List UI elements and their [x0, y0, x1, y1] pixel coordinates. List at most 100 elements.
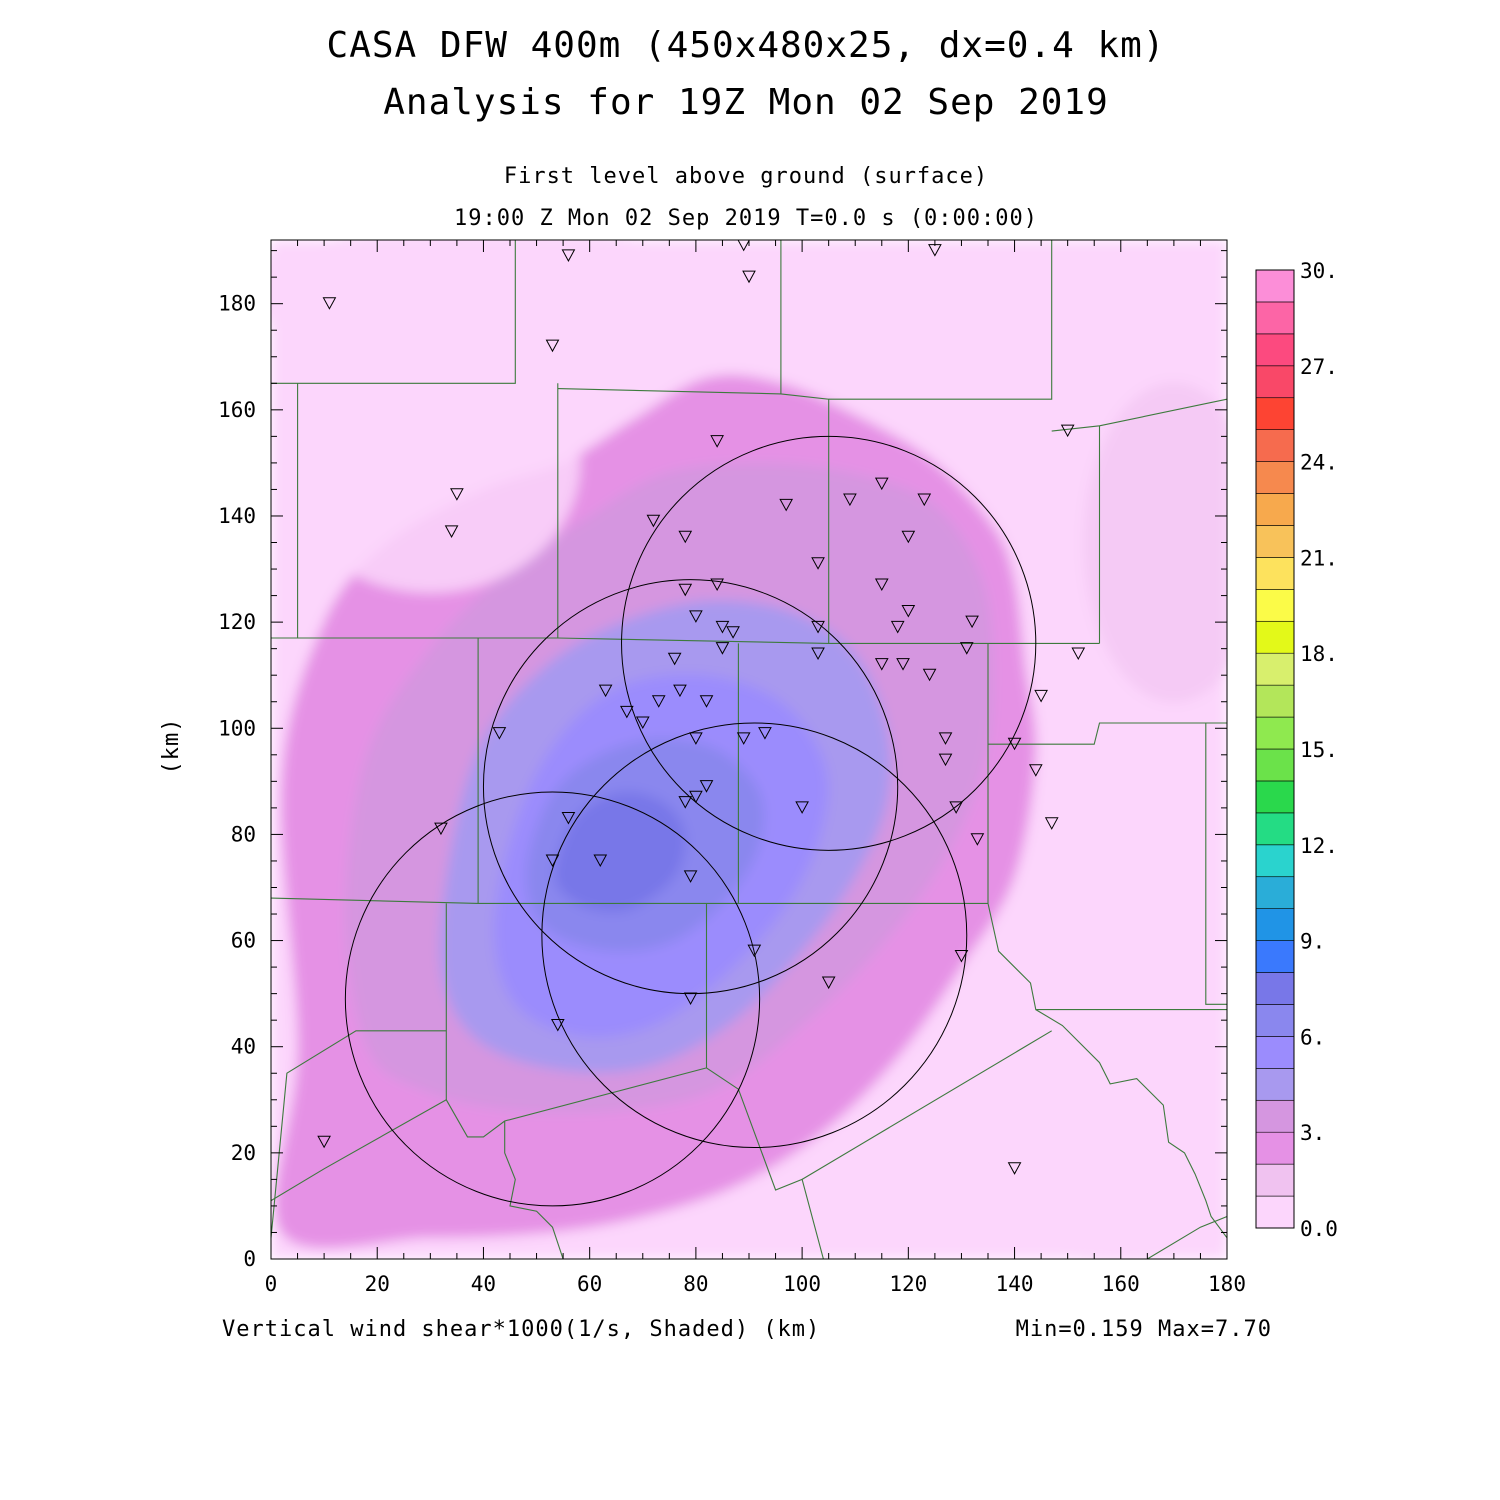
station-marker [736, 732, 751, 745]
colorbar-tick-label: 12. [1300, 834, 1338, 858]
county-line [1147, 1215, 1227, 1259]
colorbar-segment [1255, 1131, 1295, 1165]
station-marker [550, 1018, 565, 1032]
colorbar-segment [1255, 429, 1295, 462]
station-marker [874, 578, 889, 592]
station-marker [545, 339, 560, 353]
y-tick-labels: 0 20 40 60 80 100 120 140 160 180 [218, 292, 256, 1271]
station-marker [683, 870, 698, 883]
station-marker [450, 488, 464, 501]
colorbar-segment [1255, 301, 1295, 335]
station-marker [689, 610, 703, 623]
colorbar-segment [1255, 1163, 1295, 1197]
y-axis-label: (km) [159, 718, 184, 775]
station-marker [683, 992, 698, 1005]
x-tick-label: 180 [1208, 1272, 1246, 1296]
station-marker [970, 833, 985, 846]
colorbar-tick-label: 18. [1300, 642, 1338, 666]
station-marker [1071, 647, 1086, 661]
x-tick-label: 120 [889, 1272, 927, 1296]
station-marker [938, 753, 953, 767]
station-marker [901, 605, 916, 618]
colorbar-labels: 0.0 3. 6. 9. 12. 15. 18. 21. 24. 27. 30. [1300, 259, 1338, 1241]
station-marker [715, 620, 730, 634]
station-marker [843, 493, 857, 507]
y-tick-label: 180 [218, 292, 256, 316]
station-marker [545, 854, 560, 867]
radar-ring [344, 791, 761, 1207]
station-marker [811, 647, 825, 661]
y-tick-label: 80 [231, 822, 256, 846]
colorbar-tick-label: 6. [1300, 1025, 1325, 1049]
station-marker [811, 620, 825, 634]
county-line [271, 240, 516, 384]
y-tick-label: 140 [218, 504, 256, 528]
county-line [1205, 723, 1227, 1005]
station-marker [811, 557, 825, 570]
station-marker [742, 270, 756, 284]
station-marker [651, 695, 666, 708]
shade-light-n [271, 240, 744, 348]
station-marker [715, 642, 730, 655]
station-marker [890, 620, 905, 634]
station-marker [949, 801, 963, 814]
colorbar-segment [1255, 876, 1295, 909]
colorbar-segment [1255, 557, 1295, 590]
shade-light-ne [912, 305, 1033, 356]
colorbar-segment [1255, 940, 1295, 973]
county-line [271, 637, 1100, 644]
colorbar-segment [1255, 1068, 1295, 1101]
y-tick-label: 40 [231, 1035, 256, 1059]
x-tick-label: 140 [996, 1272, 1034, 1296]
station-marker [322, 297, 337, 310]
station-marker [917, 493, 932, 507]
station-marker [561, 811, 576, 825]
x-tick-label: 0 [265, 1272, 278, 1296]
county-line [987, 903, 1227, 1011]
colorbar-segment [1255, 972, 1295, 1005]
station-marker [1007, 1162, 1022, 1175]
minmax-label: Min=0.159 Max=7.70 [1016, 1317, 1272, 1342]
colorbar-segment [1255, 908, 1295, 941]
axis-ticks [270, 240, 1228, 1260]
station-marker [689, 790, 703, 804]
colorbar-segment [1255, 397, 1295, 430]
station-marker [1044, 817, 1059, 830]
station-marker [874, 477, 889, 491]
county-line [271, 1030, 447, 1238]
station-marker [758, 727, 772, 740]
station-marker [689, 732, 703, 745]
station-marker [620, 705, 634, 719]
x-tick-label: 40 [471, 1272, 496, 1296]
station-marker [492, 727, 507, 740]
station-marker [593, 854, 608, 867]
station-marker [635, 716, 650, 730]
station-marker [598, 684, 613, 698]
colorbar-frame [1255, 269, 1295, 1229]
radar-range-rings [344, 435, 1037, 1207]
x-tick-labels: 0 20 40 60 80 100 120 140 160 180 [265, 1272, 1246, 1296]
station-marker [747, 944, 762, 958]
chart-title: CASA DFW 400m (450x480x25, dx=0.4 km) [327, 25, 1166, 66]
station-marker [737, 240, 750, 252]
colorbar-segment [1255, 1195, 1295, 1229]
shear-shading [271, 240, 1227, 1259]
x-tick-label: 60 [577, 1272, 602, 1296]
county-line [271, 897, 988, 904]
station-marker [699, 695, 714, 708]
y-tick-label: 20 [231, 1141, 256, 1165]
colorbar-tick-label: 27. [1300, 355, 1338, 379]
field-label: Vertical wind shear*1000(1/s, Shaded) (k… [222, 1317, 820, 1342]
station-marker [710, 578, 724, 592]
colorbar-segment [1255, 844, 1295, 878]
station-marker [1060, 424, 1075, 438]
colorbar-tick-label: 9. [1300, 930, 1325, 954]
station-marker [1034, 689, 1048, 703]
station-marker [901, 530, 916, 544]
colorbar-segment [1255, 333, 1295, 367]
station-marker [874, 658, 889, 671]
shade-light-nw [280, 332, 581, 593]
station-marker [954, 949, 969, 963]
shade-level-6 [554, 791, 686, 913]
